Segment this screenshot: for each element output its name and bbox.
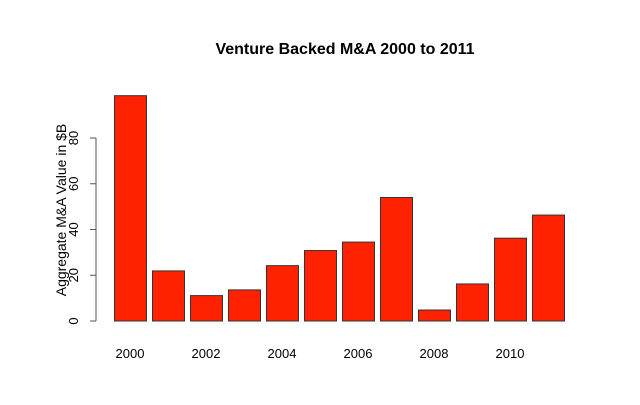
chart-title: Venture Backed M&A 2000 to 2011	[215, 41, 474, 58]
bar-2004	[266, 265, 299, 322]
y-tick-label: 0	[66, 317, 81, 324]
bar-2011	[532, 214, 565, 322]
y-axis: 0 20 40 60 80	[66, 131, 97, 325]
bar-2002	[190, 295, 223, 322]
y-tick-label: 60	[66, 177, 81, 191]
x-tick-label: 2002	[192, 346, 221, 361]
y-tick-label: 80	[66, 131, 81, 145]
x-tick-label: 2004	[268, 346, 297, 361]
bar-2003	[228, 289, 261, 322]
x-tick-label: 2010	[496, 346, 525, 361]
y-axis-label: Aggregate M&A Value in $B	[53, 124, 69, 297]
y-tick-label: 40	[66, 222, 81, 236]
bar-2000	[114, 95, 147, 322]
bar-2005	[304, 250, 337, 322]
x-axis-labels: 2000 2002 2004 2006 2008 2010	[116, 346, 525, 361]
bar-2006	[342, 241, 375, 322]
x-tick-label: 2008	[420, 346, 449, 361]
x-tick-label: 2006	[344, 346, 373, 361]
bars	[114, 95, 565, 322]
bar-2008	[418, 309, 451, 322]
bar-2001	[152, 270, 185, 322]
bar-2007	[380, 196, 413, 322]
x-tick-label: 2000	[116, 346, 145, 361]
y-tick-label: 20	[66, 268, 81, 282]
bar-2009	[456, 283, 489, 322]
bar-2010	[494, 237, 527, 322]
